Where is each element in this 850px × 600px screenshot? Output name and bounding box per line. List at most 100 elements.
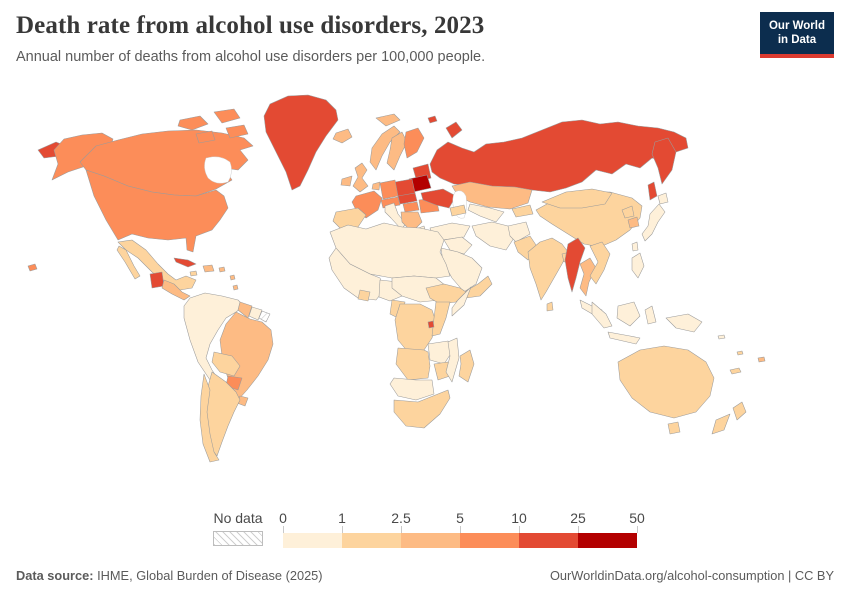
country-solomon-islands[interactable]: Solomon Islands	[717, 334, 726, 340]
legend-bin-2.5-5[interactable]	[401, 533, 460, 548]
country-ghana[interactable]: Ghana	[357, 289, 371, 302]
country-kamchatka[interactable]: Russia (Kamchatka)	[651, 137, 677, 185]
country-alpine[interactable]: Switzerland / Austria	[380, 196, 401, 209]
country-afghanistan[interactable]: Afghanistan	[507, 221, 531, 243]
country-new-zealand-south[interactable]: New Zealand	[711, 413, 731, 435]
country-vietnam-laos[interactable]: Vietnam / Laos / Cambodia	[589, 241, 611, 285]
country-germany[interactable]: Germany	[379, 179, 399, 200]
country-czechia-slovakia[interactable]: Czechia / Slovakia	[397, 192, 418, 205]
country-zambia[interactable]: Zambia	[427, 340, 453, 365]
country-arctic-islands[interactable]: Canada (Arctic islands)	[225, 124, 249, 139]
country-thailand[interactable]: Thailand	[579, 257, 597, 297]
country-fiji[interactable]: Fiji	[757, 356, 766, 363]
country-iran[interactable]: Iran	[471, 221, 515, 251]
country-myanmar[interactable]: Myanmar	[564, 237, 586, 293]
country-franz-josef[interactable]: Russia (Franz Josef Land)	[427, 115, 438, 124]
country-angola[interactable]: Angola	[395, 347, 431, 381]
country-kyrgyzstan-tajikistan[interactable]: Kyrgyzstan / Tajikistan	[511, 204, 534, 218]
country-guatemala[interactable]: Guatemala	[149, 271, 165, 289]
country-french-guiana[interactable]: French Guiana	[258, 310, 271, 323]
country-kenya-tanzania[interactable]: Kenya / Tanzania	[431, 301, 451, 337]
country-levant-iraq[interactable]: Levant / Iraq	[443, 236, 473, 255]
country-south-africa[interactable]: South Africa	[393, 389, 451, 429]
legend-color-bar	[283, 533, 637, 548]
country-north-korea[interactable]: North Korea	[621, 205, 635, 219]
country-rwanda-burundi[interactable]: Rwanda / Burundi	[427, 320, 435, 329]
country-philippines[interactable]: Philippines	[631, 252, 645, 279]
country-novaya-zemlya[interactable]: Russia (Novaya Zemlya)	[445, 121, 463, 139]
country-japan-hokkaido[interactable]: Japan	[657, 192, 669, 205]
country-sri-lanka[interactable]: Sri Lanka	[546, 301, 554, 312]
country-vanuatu[interactable]: Vanuatu	[736, 350, 744, 356]
footer-source-label: Data source:	[16, 568, 94, 583]
country-new-guinea[interactable]: Papua New Guinea	[665, 313, 703, 333]
country-suriname[interactable]: Suriname	[248, 306, 263, 321]
country-mozambique[interactable]: Mozambique	[445, 337, 460, 383]
country-jamaica[interactable]: Jamaica	[189, 270, 198, 277]
country-lesser-antilles[interactable]: Lesser Antilles	[229, 274, 236, 281]
country-borneo[interactable]: Indonesia (Borneo)	[616, 301, 641, 327]
country-hispaniola[interactable]: Haiti / Dominican Republic	[202, 264, 215, 273]
country-usa[interactable]: United States	[85, 169, 229, 253]
country-australia[interactable]: Australia	[617, 345, 715, 419]
country-somalia[interactable]: Somalia	[451, 286, 472, 317]
country-ukraine[interactable]: Ukraine	[420, 188, 457, 209]
country-namibia-botswana[interactable]: Namibia / Botswana	[389, 377, 435, 401]
legend-no-data[interactable]: No data	[213, 510, 263, 546]
country-taiwan[interactable]: Taiwan	[631, 241, 639, 252]
country-andean-states[interactable]: Colombia / Venezuela / Ecuador / Peru	[183, 292, 245, 383]
country-hungary[interactable]: Hungary	[402, 201, 420, 213]
country-united-kingdom[interactable]: United Kingdom	[352, 162, 369, 193]
country-central-america[interactable]: Central America	[161, 279, 191, 301]
country-sumatra[interactable]: Indonesia (Sumatra)	[591, 301, 613, 329]
country-madagascar[interactable]: Madagascar	[458, 349, 475, 383]
country-mongolia[interactable]: Mongolia	[541, 188, 613, 209]
legend-bin-10-25[interactable]	[519, 533, 578, 548]
country-arctic-islands[interactable]: Canada (Arctic islands)	[177, 115, 209, 131]
legend-tick-row: 0 1 2.5 5 10 25 50	[279, 510, 645, 533]
country-caucasus[interactable]: Caucasus	[449, 204, 467, 217]
country-hawaii[interactable]: United States (Hawaii)	[27, 263, 38, 272]
country-arctic-islands[interactable]: Canada (Arctic islands)	[195, 130, 216, 144]
country-cuba[interactable]: Cuba	[173, 257, 197, 268]
country-chile[interactable]: Chile	[199, 373, 220, 463]
country-mexico[interactable]: Mexico	[117, 239, 197, 291]
country-south-korea[interactable]: South Korea	[627, 216, 640, 229]
owid-logo[interactable]: Our World in Data	[759, 12, 834, 58]
country-lesser-antilles[interactable]: Lesser Antilles	[232, 284, 239, 291]
legend-tick-label: 1	[338, 510, 346, 526]
country-greenland[interactable]: Greenland	[263, 94, 339, 191]
country-italy[interactable]: Italy	[384, 202, 407, 230]
country-balkans[interactable]: Balkans	[400, 211, 423, 233]
country-ireland[interactable]: Ireland	[340, 175, 353, 187]
country-west-africa[interactable]: West Africa	[328, 247, 385, 301]
country-arctic-islands[interactable]: Canada (Arctic islands)	[213, 108, 241, 124]
country-benelux[interactable]: Benelux	[371, 181, 381, 191]
footer-license-link[interactable]: OurWorldinData.org/alcohol-consumption |…	[549, 568, 834, 583]
country-svalbard[interactable]: Svalbard	[375, 113, 401, 127]
legend-bin-5-10[interactable]	[460, 533, 519, 548]
page-subtitle: Annual number of deaths from alcohol use…	[16, 49, 486, 65]
country-sweden[interactable]: Sweden	[386, 131, 408, 171]
country-russia[interactable]: Russia	[429, 119, 689, 193]
country-mexico-baja[interactable]: Mexico	[116, 245, 141, 280]
country-norway[interactable]: Norway	[369, 125, 401, 171]
legend-no-data-swatch[interactable]	[213, 531, 263, 546]
country-finland[interactable]: Finland	[403, 127, 425, 159]
country-java[interactable]: Indonesia (Java)	[607, 331, 641, 345]
country-uzbekistan-turkmenistan[interactable]: Uzbekistan / Turkmenistan	[467, 203, 505, 223]
country-puerto-rico[interactable]: Puerto Rico	[218, 266, 226, 273]
country-india[interactable]: India	[527, 237, 569, 301]
country-sakhalin[interactable]: Russia (Sakhalin)	[647, 181, 658, 201]
country-japan[interactable]: Japan	[641, 203, 666, 242]
country-new-zealand-north[interactable]: New Zealand	[732, 401, 747, 421]
country-new-caledonia[interactable]: New Caledonia	[729, 367, 742, 375]
country-tasmania[interactable]: Australia (Tasmania)	[667, 421, 681, 435]
country-iceland[interactable]: Iceland	[332, 128, 353, 144]
legend-bin-25-50[interactable]	[578, 533, 637, 548]
legend-bin-0-1[interactable]	[283, 533, 342, 548]
legend-bin-1-2.5[interactable]	[342, 533, 401, 548]
country-bolivia[interactable]: Bolivia	[211, 351, 241, 377]
country-sulawesi[interactable]: Indonesia (Sulawesi)	[644, 305, 657, 325]
